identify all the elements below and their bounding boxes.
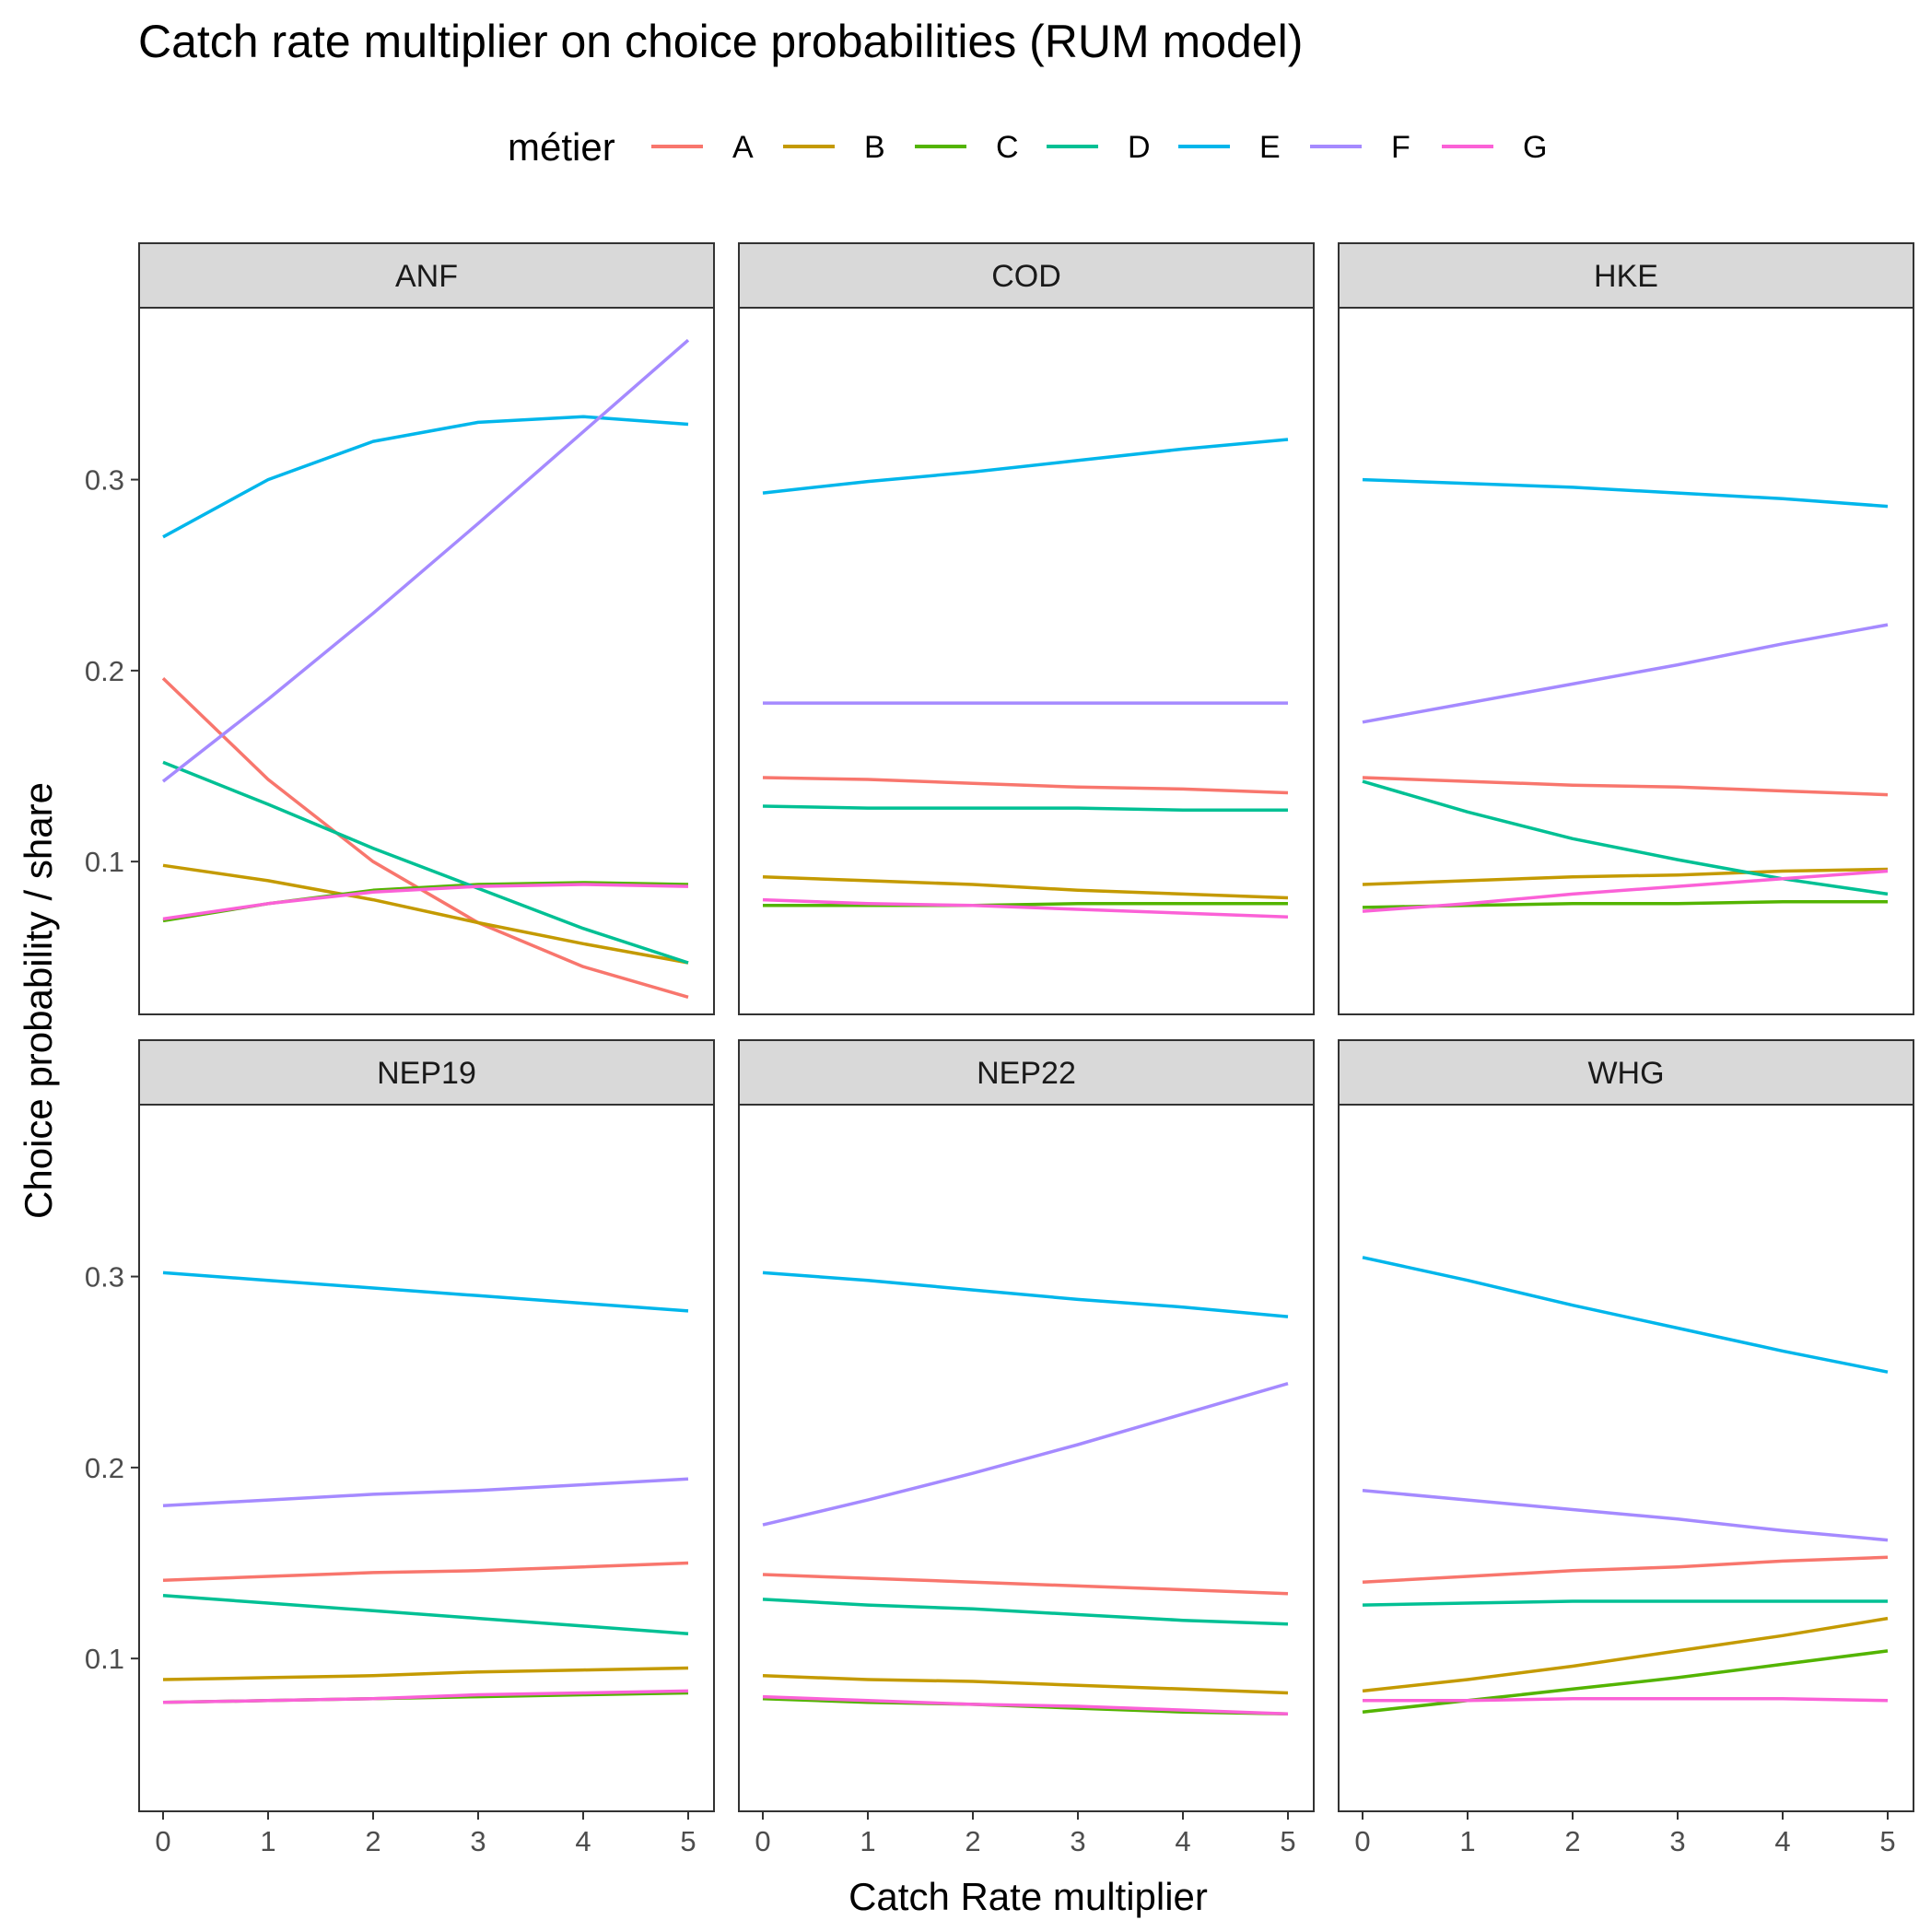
series-line-COD-A bbox=[762, 776, 1289, 795]
series-line-ANF-B bbox=[162, 863, 689, 965]
x-tick-label: 2 bbox=[965, 1825, 980, 1857]
series-line-NEP22-B bbox=[762, 1674, 1289, 1695]
legend-label-C: C bbox=[996, 130, 1019, 165]
series-line-NEP19-E bbox=[162, 1270, 689, 1313]
panel-WHG: WHG 0 1 2 3 4 5 bbox=[1338, 1039, 1914, 1857]
strip-HKE bbox=[1338, 242, 1914, 309]
series-line-NEP19-G bbox=[162, 1689, 689, 1704]
y-tick-label: 0.2 bbox=[85, 1452, 124, 1484]
x-tick-label: 3 bbox=[1070, 1825, 1085, 1857]
x-tick-label: 3 bbox=[1669, 1825, 1685, 1857]
series-line-WHG-F bbox=[1362, 1488, 1889, 1542]
strip-NEP22 bbox=[738, 1039, 1315, 1106]
series-line-HKE-G bbox=[1362, 869, 1889, 913]
strip-label-COD: COD bbox=[991, 259, 1061, 294]
series-line-WHG-B bbox=[1362, 1616, 1889, 1693]
panel-HKE: HKE bbox=[1338, 242, 1914, 1015]
x-tick-label: 5 bbox=[1280, 1825, 1295, 1857]
y-tick-label: 0.3 bbox=[85, 1261, 124, 1294]
y-axis-title: Choice probability / share bbox=[17, 782, 60, 1219]
series-line-ANF-G bbox=[162, 883, 689, 921]
series-line-HKE-E bbox=[1362, 477, 1889, 509]
series-line-NEP19-B bbox=[162, 1666, 689, 1681]
plot-area-HKE bbox=[1338, 307, 1914, 1015]
panel-NEP22: NEP22 0 1 2 3 4 5 bbox=[738, 1039, 1315, 1857]
series-line-NEP19-D bbox=[162, 1594, 689, 1635]
plot-area-ANF bbox=[138, 307, 715, 1015]
legend-label-F: F bbox=[1391, 130, 1410, 165]
series-line-NEP22-A bbox=[762, 1573, 1289, 1596]
series-line-NEP22-E bbox=[762, 1270, 1289, 1318]
strip-NEP19 bbox=[138, 1039, 715, 1106]
x-tick-label: 0 bbox=[155, 1825, 170, 1857]
legend-label-G: G bbox=[1523, 130, 1547, 165]
series-line-NEP22-G bbox=[762, 1694, 1289, 1716]
series-line-COD-C bbox=[763, 902, 1288, 907]
legend-label-D: D bbox=[1128, 130, 1151, 165]
series-line-WHG-C bbox=[1362, 1649, 1889, 1714]
x-tick-label: 5 bbox=[680, 1825, 696, 1857]
legend-label-B: B bbox=[864, 130, 885, 165]
y-tick-label: 0.1 bbox=[85, 846, 124, 878]
series-line-ANF-D bbox=[162, 760, 689, 965]
x-tick-label: 1 bbox=[860, 1825, 875, 1857]
y-tick-label: 0.1 bbox=[85, 1643, 124, 1675]
x-tick-label: 5 bbox=[1879, 1825, 1895, 1857]
x-tick-label: 1 bbox=[1459, 1825, 1475, 1857]
x-tick-label: 3 bbox=[470, 1825, 486, 1857]
series-line-ANF-A bbox=[161, 676, 689, 999]
chart-title: Catch rate multiplier on choice probabil… bbox=[138, 16, 1303, 67]
series-line-WHG-A bbox=[1362, 1555, 1889, 1584]
series-line-HKE-D bbox=[1362, 779, 1889, 896]
series-line-WHG-E bbox=[1362, 1256, 1889, 1374]
strip-label-NEP22: NEP22 bbox=[977, 1056, 1076, 1091]
series-line-NEP22-F bbox=[762, 1382, 1289, 1527]
strip-label-HKE: HKE bbox=[1594, 259, 1658, 294]
x-tick-label: 4 bbox=[1175, 1825, 1190, 1857]
strip-label-NEP19: NEP19 bbox=[377, 1056, 476, 1091]
series-line-NEP19-F bbox=[162, 1477, 689, 1508]
series-line-HKE-A bbox=[1362, 776, 1889, 797]
legend-title: métier bbox=[508, 125, 615, 169]
series-line-NEP22-D bbox=[762, 1598, 1289, 1626]
series-line-HKE-B bbox=[1362, 867, 1889, 886]
y-tick-label: 0.3 bbox=[85, 464, 124, 497]
series-line-ANF-F bbox=[161, 338, 690, 783]
strip-label-WHG: WHG bbox=[1587, 1056, 1664, 1091]
plot-area-WHG bbox=[1338, 1104, 1914, 1812]
series-line-COD-E bbox=[762, 438, 1289, 495]
panel-ANF: ANF 0.1 0.2 0.3 bbox=[85, 242, 715, 1015]
plot-area-NEP19 bbox=[138, 1104, 715, 1812]
x-tick-label: 2 bbox=[1564, 1825, 1580, 1857]
y-tick-label: 0.2 bbox=[85, 655, 124, 687]
strip-WHG bbox=[1338, 1039, 1914, 1106]
series-line-WHG-G bbox=[1363, 1696, 1889, 1703]
x-tick-label: 0 bbox=[755, 1825, 770, 1857]
series-line-HKE-F bbox=[1362, 623, 1889, 724]
series-line-COD-G bbox=[762, 897, 1289, 919]
x-tick-label: 2 bbox=[365, 1825, 380, 1857]
strip-COD bbox=[738, 242, 1315, 309]
series-line-NEP19-A bbox=[162, 1561, 689, 1582]
strip-label-ANF: ANF bbox=[395, 259, 458, 294]
panel-NEP19: NEP19 0.1 0.2 0.3 0 1 2 3 4 5 bbox=[85, 1039, 715, 1857]
x-tick-label: 4 bbox=[575, 1825, 591, 1857]
legend: A B C D E F G bbox=[651, 130, 1547, 165]
x-tick-label: 1 bbox=[260, 1825, 275, 1857]
legend-label-A: A bbox=[732, 130, 754, 165]
legend-label-E: E bbox=[1259, 130, 1281, 165]
series-line-WHG-D bbox=[1362, 1599, 1888, 1607]
x-axis-title: Catch Rate multiplier bbox=[848, 1875, 1208, 1918]
series-line-COD-B bbox=[762, 874, 1289, 900]
x-tick-label: 4 bbox=[1774, 1825, 1790, 1857]
panel-COD: COD bbox=[738, 242, 1315, 1015]
series-line-COD-D bbox=[762, 804, 1288, 812]
x-tick-label: 0 bbox=[1354, 1825, 1370, 1857]
